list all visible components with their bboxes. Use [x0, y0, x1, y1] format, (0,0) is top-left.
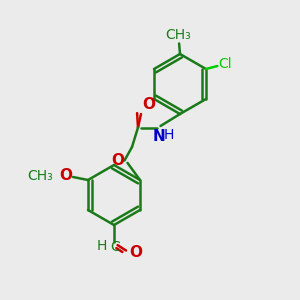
Text: H: H	[96, 239, 106, 253]
Text: CH₃: CH₃	[166, 28, 191, 42]
Text: O: O	[142, 97, 155, 112]
Text: O: O	[111, 153, 124, 168]
Text: CH₃: CH₃	[27, 169, 52, 183]
Text: H: H	[164, 128, 174, 142]
Text: C: C	[111, 240, 120, 254]
Text: O: O	[59, 168, 72, 183]
Text: Cl: Cl	[218, 58, 232, 71]
Text: N: N	[153, 129, 165, 144]
Text: O: O	[129, 245, 142, 260]
